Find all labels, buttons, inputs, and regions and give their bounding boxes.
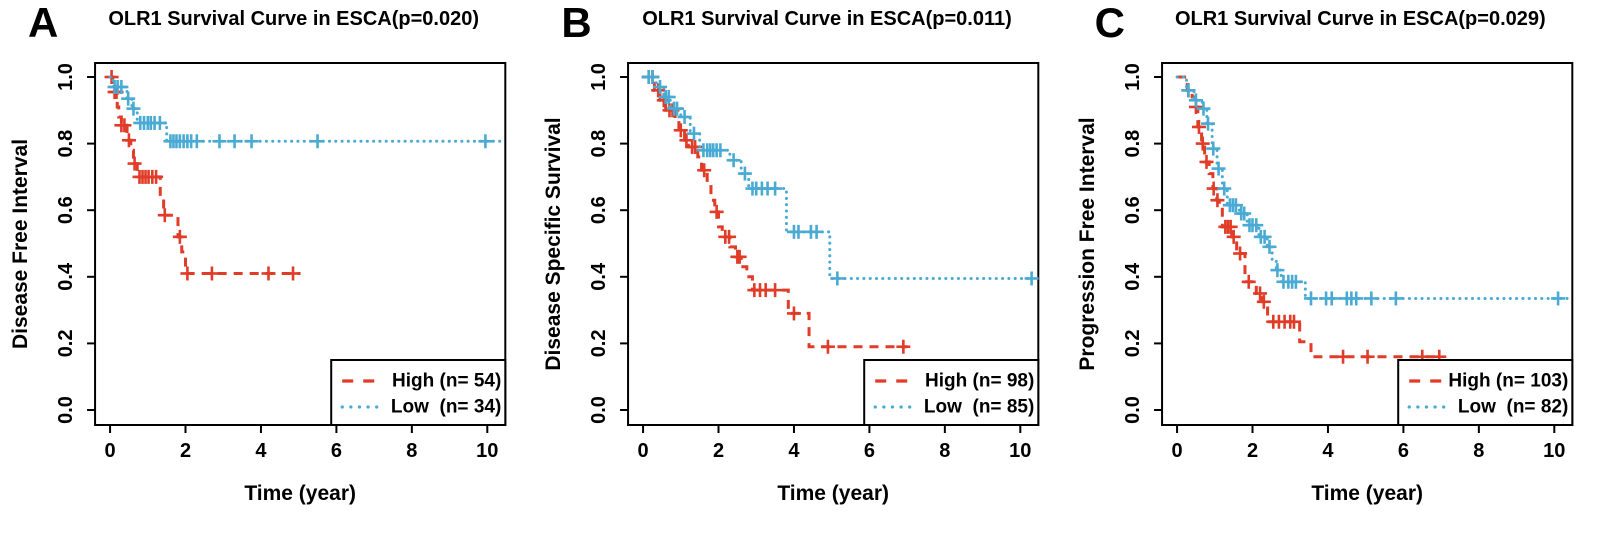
x-tick-label: 4: [789, 440, 801, 462]
legend-label-low: Low (n= 34): [391, 397, 501, 418]
x-tick-label: 2: [713, 440, 724, 462]
km-panel-b: B OLR1 Survival Curve in ESCA(p=0.011) 0…: [533, 0, 1066, 533]
legend: High (n= 103) Low (n= 82): [1396, 359, 1573, 426]
x-tick-label: 8: [1473, 440, 1484, 462]
plot-border: [627, 62, 1040, 426]
x-tick-label: 0: [638, 440, 649, 462]
x-axis-title: Time (year): [244, 482, 356, 505]
km-chart-c: 0 2 4 6 8 10 0.0 0.2 0.4 0.6 0.8 1.0 Time (year) Prog…: [1076, 62, 1573, 505]
y-tick-label: 1.0: [588, 63, 610, 91]
panel-title-a: OLR1 Survival Curve in ESCA(p=0.020): [108, 8, 479, 30]
x-tick-label: 6: [331, 440, 342, 462]
series-high-censor-marks: [104, 70, 301, 281]
y-axis-title: Progression Free Interval: [1076, 117, 1099, 370]
y-tick-label: 0.6: [1122, 196, 1144, 224]
y-axis-title: Disease Specific Survival: [542, 117, 565, 370]
y-tick-label: 0.0: [55, 396, 77, 424]
km-panel-a: A OLR1 Survival Curve in ESCA(p=0.020) 0…: [0, 0, 533, 533]
x-tick-label: 6: [864, 440, 875, 462]
y-tick-label: 0.2: [55, 329, 77, 357]
x-tick-label: 2: [1247, 440, 1258, 462]
y-tick-label: 1.0: [55, 63, 77, 91]
km-panel-c: C OLR1 Survival Curve in ESCA(p=0.029) 0…: [1067, 0, 1600, 533]
axes: 0 2 4 6 8 10 0.0 0.2 0.4 0.6 0.8 1.0: [1122, 63, 1565, 462]
plot-border: [1160, 62, 1573, 426]
x-tick-label: 0: [105, 440, 116, 462]
y-tick-label: 0.0: [1122, 396, 1144, 424]
series-low-censor-marks: [642, 70, 1039, 286]
y-tick-label: 0.2: [1122, 329, 1144, 357]
series-low-curve: [108, 75, 504, 143]
x-tick-label: 4: [255, 440, 267, 462]
x-axis-title: Time (year): [1311, 482, 1423, 505]
y-tick-label: 0.4: [55, 262, 77, 291]
y-tick-label: 0.8: [1122, 130, 1144, 158]
x-tick-label: 2: [180, 440, 191, 462]
series-low-censor-marks: [107, 79, 493, 149]
y-tick-label: 0.4: [588, 262, 610, 291]
x-axis-title: Time (year): [778, 482, 890, 505]
y-tick-label: 0.6: [588, 196, 610, 224]
y-tick-label: 0.2: [588, 329, 610, 357]
legend-box: [863, 359, 1040, 426]
x-tick-label: 10: [1543, 440, 1565, 462]
series-high-curve: [1176, 75, 1441, 359]
plot-border: [94, 62, 507, 426]
y-tick-label: 0.8: [588, 130, 610, 158]
y-tick-label: 1.0: [1122, 63, 1144, 91]
x-tick-label: 6: [1397, 440, 1408, 462]
series-low-curve: [641, 75, 1036, 280]
panel-letter-b: B: [561, 0, 592, 46]
x-tick-label: 0: [1171, 440, 1182, 462]
legend-box: [1396, 359, 1573, 426]
legend: High (n= 54) Low (n= 34): [330, 359, 507, 426]
panel-letter-c: C: [1094, 0, 1125, 46]
series-high-censor-marks: [1181, 83, 1446, 364]
series-high-censor-marks: [642, 70, 911, 354]
panel-title-c: OLR1 Survival Curve in ESCA(p=0.029): [1174, 8, 1546, 30]
series-low-curve: [1175, 75, 1569, 300]
axes: 0 2 4 6 8 10 0.0 0.2 0.4 0.6 0.8 1.0: [588, 63, 1031, 462]
x-tick-label: 10: [476, 440, 498, 462]
legend-label-high: High (n= 54): [392, 371, 501, 392]
y-tick-label: 0.4: [1122, 262, 1144, 291]
x-tick-label: 10: [1009, 440, 1031, 462]
legend-label-low: Low (n= 82): [1458, 397, 1568, 418]
legend-box: [330, 359, 507, 426]
legend-label-high: High (n= 98): [925, 371, 1034, 392]
y-axis-title: Disease Free Interval: [9, 139, 32, 349]
y-tick-label: 0.8: [55, 130, 77, 158]
x-tick-label: 4: [1322, 440, 1334, 462]
panel-title-b: OLR1 Survival Curve in ESCA(p=0.011): [642, 8, 1012, 30]
legend-label-high: High (n= 103): [1448, 371, 1568, 392]
panel-letter-a: A: [28, 0, 59, 46]
x-tick-label: 8: [940, 440, 951, 462]
legend: High (n= 98) Low (n= 85): [863, 359, 1040, 426]
y-tick-label: 0.0: [588, 396, 610, 424]
km-chart-a: 0 2 4 6 8 10 0.0 0.2 0.4 0.6 0.8 1.0 Time (year) Dise…: [9, 62, 507, 505]
x-tick-label: 8: [406, 440, 417, 462]
axes: 0 2 4 6 8 10 0.0 0.2 0.4 0.6 0.8 1.0: [55, 63, 498, 462]
y-tick-label: 0.6: [55, 196, 77, 224]
km-chart-b: 0 2 4 6 8 10 0.0 0.2 0.4 0.6 0.8 1.0 Time (year) Dise…: [542, 62, 1040, 505]
series-low-censor-marks: [1181, 83, 1565, 306]
legend-label-low: Low (n= 85): [924, 397, 1034, 418]
